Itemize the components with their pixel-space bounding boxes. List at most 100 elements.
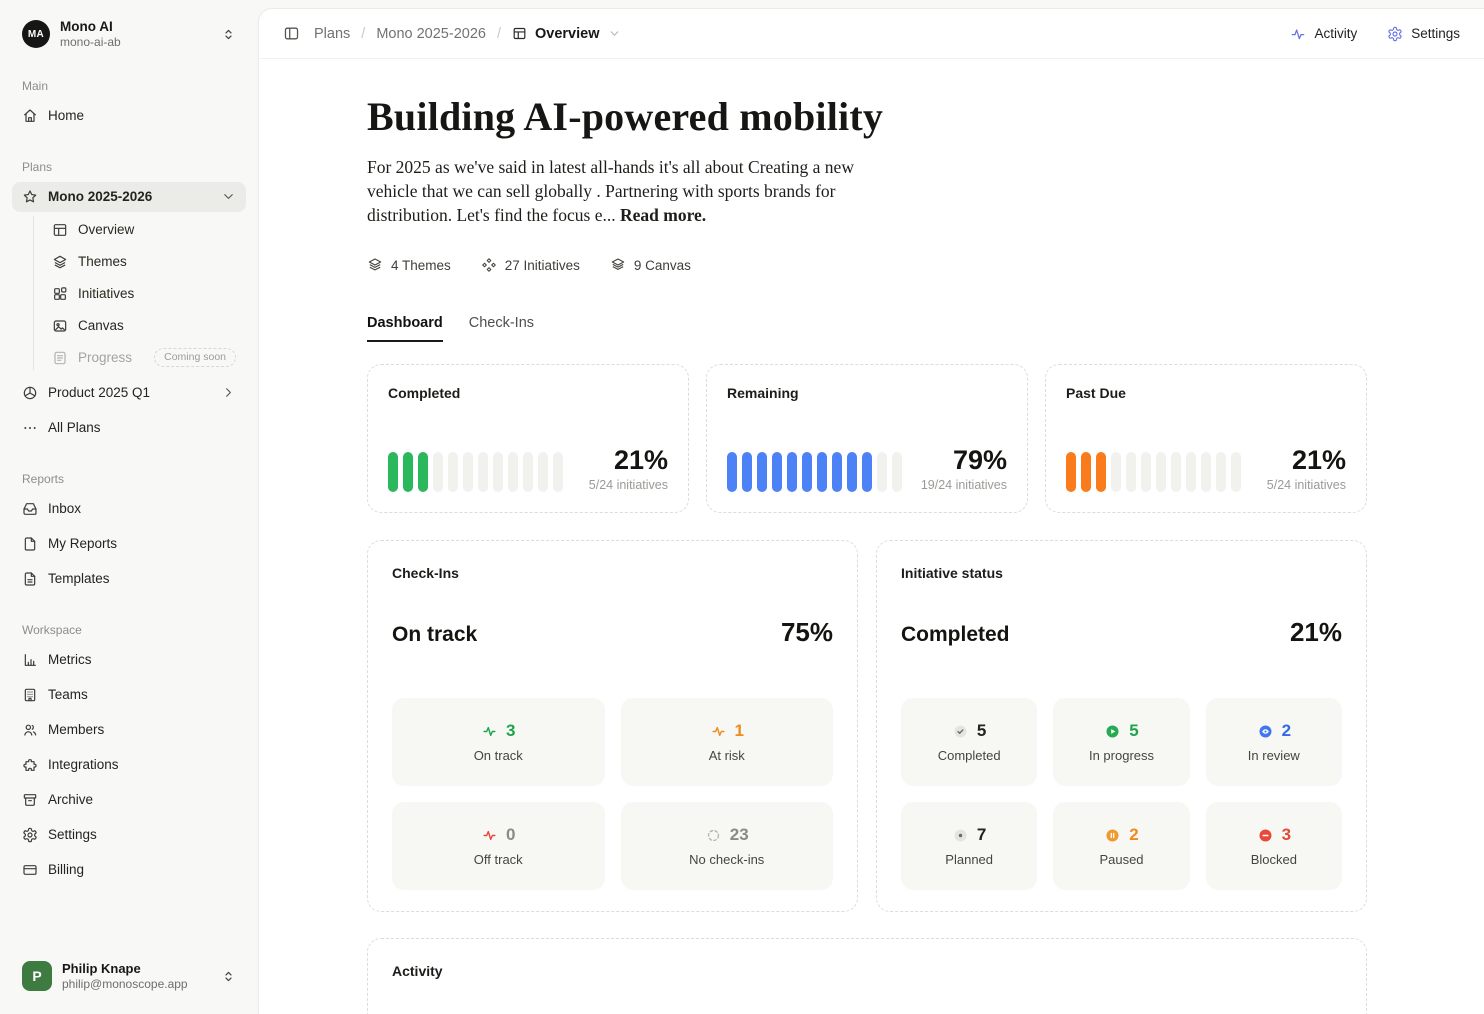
sidebar-item-members[interactable]: Members — [12, 715, 246, 745]
past-due-card: Past Due 21% 5/24 initiatives — [1045, 364, 1367, 513]
stat-tile-at-risk: 1 At risk — [620, 698, 833, 786]
tab-bar: Dashboard Check-Ins — [367, 315, 1484, 342]
breadcrumb-plan[interactable]: Mono 2025-2026 — [376, 25, 486, 42]
chevrons-up-down-icon — [221, 27, 236, 42]
page-title: Building AI-powered mobility — [367, 94, 884, 139]
gear-icon — [22, 827, 38, 843]
user-email: philip@monoscope.app — [62, 977, 188, 991]
sidebar-item-initiatives[interactable]: Initiatives — [12, 278, 246, 310]
sidebar-item-archive[interactable]: Archive — [12, 785, 246, 815]
sidebar-item-canvas[interactable]: Canvas — [12, 310, 246, 342]
user-menu[interactable]: P Philip Knape philip@monoscope.app — [12, 955, 246, 998]
bar-pill — [448, 452, 458, 492]
sidebar-item-inbox[interactable]: Inbox — [12, 494, 246, 524]
chevron-right-icon — [221, 385, 236, 400]
headline-percent: 75% — [780, 617, 833, 647]
read-more-link[interactable]: Read more. — [619, 205, 707, 225]
bar-pill — [403, 452, 413, 492]
workspace-avatar: MA — [22, 20, 50, 49]
overview-icon — [52, 222, 68, 238]
percent-block: 21% 5/24 initiatives — [589, 445, 668, 493]
bar-pill — [1141, 452, 1151, 492]
stat-label: Blocked — [1250, 852, 1297, 867]
stat-value: 2 — [1129, 825, 1139, 844]
sidebar-item-metrics[interactable]: Metrics — [12, 645, 246, 675]
sidebar-item-templates[interactable]: Templates — [12, 564, 246, 594]
tab-dashboard[interactable]: Dashboard — [367, 315, 443, 342]
percent-value: 21% — [613, 445, 668, 475]
stat-value: 3 — [1281, 825, 1292, 844]
check-circle-icon — [952, 723, 969, 740]
breadcrumb-current[interactable]: Overview — [512, 26, 621, 42]
sidebar-item-teams[interactable]: Teams — [12, 680, 246, 710]
settings-button[interactable]: Settings — [1387, 26, 1460, 42]
progress-doc-icon — [52, 350, 68, 366]
pulse-orange-icon — [710, 723, 727, 740]
sidebar-item-plan-product[interactable]: Product 2025 Q1 — [12, 378, 246, 408]
sidebar-item-overview[interactable]: Overview — [12, 214, 246, 246]
canvas-badge: 9 Canvas — [610, 257, 691, 273]
bar-pill — [727, 452, 737, 492]
breadcrumb-separator: / — [361, 25, 366, 42]
sidebar-item-label: Home — [48, 108, 85, 124]
workspace-name: Mono AI — [60, 19, 113, 34]
sidebar-item-label: Mono 2025-2026 — [48, 189, 153, 205]
stat-value: 23 — [729, 825, 749, 844]
bar-pill — [553, 452, 563, 492]
sidebar-item-my-reports[interactable]: My Reports — [12, 529, 246, 559]
plan-subtree: Overview Themes Initiatives Canvas Progr… — [12, 214, 246, 374]
sidebar-item-plan-mono[interactable]: Mono 2025-2026 — [12, 181, 246, 212]
initiatives-badge: 27 Initiatives — [481, 257, 580, 273]
stat-label: At risk — [708, 748, 745, 763]
percent-block: 79% 19/24 initiatives — [921, 445, 1007, 493]
sidebar-toggle-button[interactable] — [283, 25, 300, 42]
stat-value-row: 2 — [1257, 721, 1291, 741]
pause-circle-icon — [1104, 827, 1121, 844]
sidebar-item-label: Integrations — [48, 757, 119, 773]
workspace-meta: Mono AI mono-ai-ab — [60, 19, 121, 50]
card-bottom: 21% 5/24 initiatives — [388, 447, 668, 492]
activity-button[interactable]: Activity — [1290, 26, 1357, 42]
sidebar-item-label: Progress — [78, 350, 133, 366]
card-title: Remaining — [727, 385, 799, 401]
sidebar-item-themes[interactable]: Themes — [12, 246, 246, 278]
dot-circle-icon — [952, 827, 969, 844]
page-content: Building AI-powered mobility For 2025 as… — [259, 59, 1484, 1014]
bar-pill — [1171, 452, 1181, 492]
activity-button-label: Activity — [1314, 26, 1358, 41]
percent-value: 79% — [952, 445, 1007, 475]
bar-pill — [862, 452, 872, 492]
section-label-reports: Reports — [22, 471, 65, 486]
sidebar-item-integrations[interactable]: Integrations — [12, 750, 246, 780]
stat-value: 2 — [1281, 721, 1292, 740]
bar-pill — [523, 452, 533, 492]
puzzle-icon — [22, 757, 38, 773]
breadcrumb-plans[interactable]: Plans — [314, 25, 351, 42]
stack-icon — [610, 257, 626, 273]
sidebar-item-settings[interactable]: Settings — [12, 820, 246, 850]
stat-label: Off track — [473, 852, 523, 867]
archive-icon — [22, 792, 38, 808]
stat-value-row: 0 — [481, 825, 515, 845]
home-icon — [22, 108, 38, 124]
stat-value: 3 — [506, 721, 516, 740]
headline-row: On track 75% — [392, 617, 833, 648]
bar-pill — [1216, 452, 1226, 492]
sidebar-item-label: Templates — [48, 571, 110, 587]
tab-check-ins[interactable]: Check-Ins — [468, 315, 535, 331]
ellipsis-icon — [22, 420, 38, 436]
sidebar-item-label: My Reports — [48, 536, 118, 552]
stat-label: On track — [473, 748, 523, 763]
headline-text: Completed — [901, 623, 1010, 646]
workspace-switcher[interactable]: MA Mono AI mono-ai-ab — [12, 14, 246, 55]
sidebar-item-billing[interactable]: Billing — [12, 855, 246, 885]
sidebar-item-home[interactable]: Home — [12, 101, 246, 131]
activity-pulse-icon — [1290, 26, 1306, 42]
pulse-green-icon — [481, 723, 498, 740]
user-meta: Philip Knape philip@monoscope.app — [62, 961, 188, 992]
description-text: For 2025 as we've said in latest all-han… — [367, 157, 854, 225]
section-label-workspace: Workspace — [22, 622, 82, 637]
stat-label: Paused — [1099, 852, 1144, 867]
sidebar-item-all-plans[interactable]: All Plans — [12, 413, 246, 443]
bar-chart-icon — [22, 652, 38, 668]
